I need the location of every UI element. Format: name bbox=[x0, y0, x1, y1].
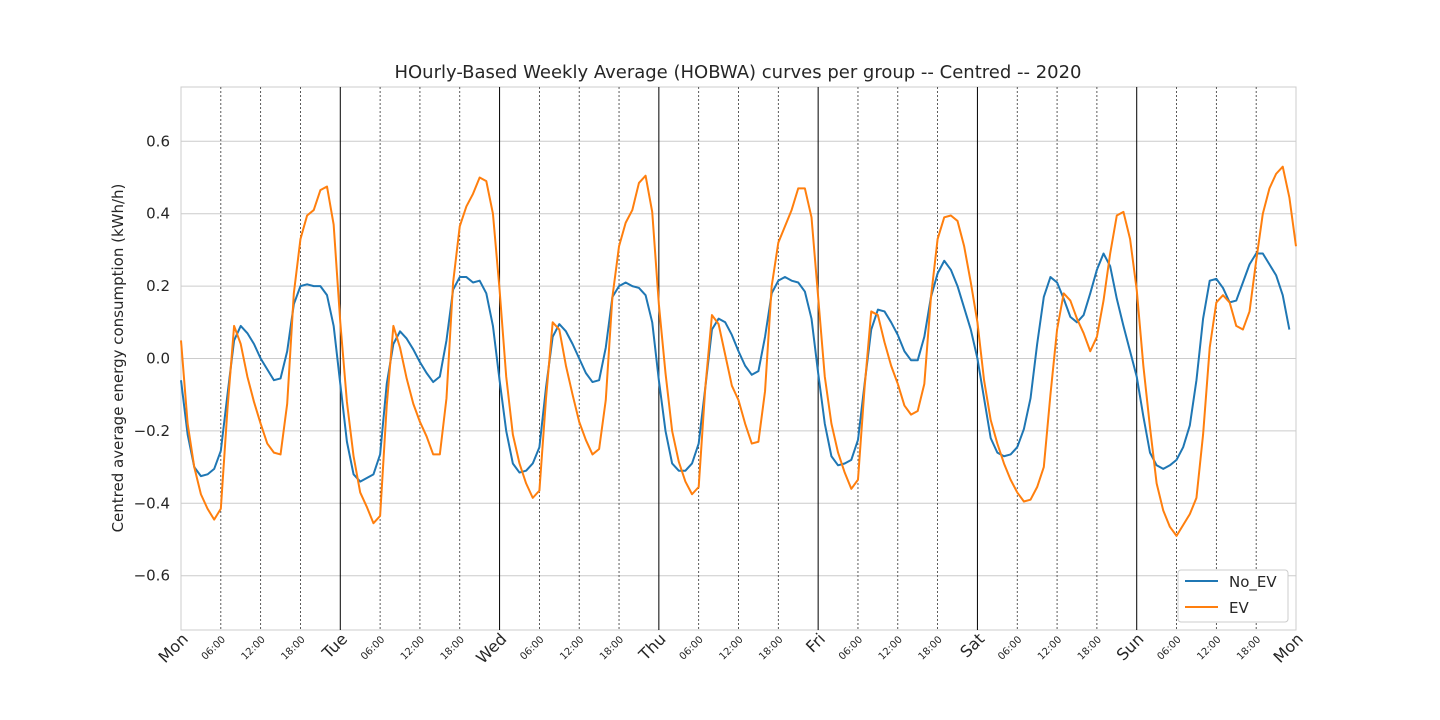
x-day-tick-label: Wed bbox=[472, 629, 510, 667]
x-hour-tick-label: 18:00 bbox=[598, 634, 626, 662]
x-hour-tick-label: 18:00 bbox=[1076, 634, 1104, 662]
y-tick-label: −0.6 bbox=[134, 567, 170, 585]
series-line-ev bbox=[180, 165, 1297, 537]
legend-label-ev: EV bbox=[1229, 599, 1249, 617]
x-hour-tick-label: 12:00 bbox=[399, 634, 427, 662]
x-day-tick-label: Fri bbox=[802, 629, 829, 656]
x-hour-tick-label: 18:00 bbox=[917, 634, 945, 662]
legend-box bbox=[1177, 569, 1289, 623]
x-day-tick-label: Sat bbox=[956, 629, 988, 661]
grid-layer bbox=[180, 86, 1297, 631]
y-tick-label: −0.2 bbox=[134, 422, 170, 440]
x-day-tick-label: Tue bbox=[318, 629, 351, 662]
x-day-tick-label: Sun bbox=[1113, 629, 1148, 664]
x-hour-tick-label: 06:00 bbox=[678, 634, 706, 662]
x-hour-tick-label: 18:00 bbox=[439, 634, 467, 662]
y-tick-label: 0.2 bbox=[146, 277, 170, 295]
y-tick-label: 0.4 bbox=[146, 205, 170, 223]
x-hour-tick-label: 12:00 bbox=[1195, 634, 1223, 662]
x-hour-tick-label: 12:00 bbox=[240, 634, 268, 662]
y-tick-label: −0.4 bbox=[134, 494, 170, 512]
legend: No_EV EV bbox=[1177, 569, 1289, 623]
x-hour-tick-label: 18:00 bbox=[1235, 634, 1263, 662]
legend-label-no-ev: No_EV bbox=[1229, 573, 1277, 592]
x-hour-tick-label: 06:00 bbox=[1155, 634, 1183, 662]
y-tick-label: 0.6 bbox=[146, 132, 170, 150]
series-line-no-ev bbox=[180, 252, 1291, 483]
series-layer bbox=[180, 165, 1297, 537]
x-hour-tick-label: 06:00 bbox=[359, 634, 387, 662]
x-hour-tick-label: 12:00 bbox=[877, 634, 905, 662]
chart-title: HOurly-Based Weekly Average (HOBWA) curv… bbox=[394, 62, 1081, 83]
y-tick-label: 0.0 bbox=[146, 350, 170, 368]
x-hour-tick-label: 12:00 bbox=[717, 634, 745, 662]
x-hour-tick-label: 18:00 bbox=[279, 634, 307, 662]
x-hour-tick-label: 06:00 bbox=[518, 634, 546, 662]
x-day-tick-label: Mon bbox=[1270, 629, 1307, 666]
x-hour-tick-label: 12:00 bbox=[1036, 634, 1064, 662]
x-day-tick-label: Mon bbox=[155, 629, 192, 666]
x-hour-tick-label: 06:00 bbox=[837, 634, 865, 662]
x-hour-tick-label: 06:00 bbox=[200, 634, 228, 662]
x-hour-tick-label: 06:00 bbox=[996, 634, 1024, 662]
x-hour-tick-label: 18:00 bbox=[757, 634, 785, 662]
x-day-tick-label: Thu bbox=[634, 629, 669, 664]
y-axis-label: Centred average energy consumption (kWh/… bbox=[109, 184, 127, 533]
x-hour-tick-label: 12:00 bbox=[558, 634, 586, 662]
